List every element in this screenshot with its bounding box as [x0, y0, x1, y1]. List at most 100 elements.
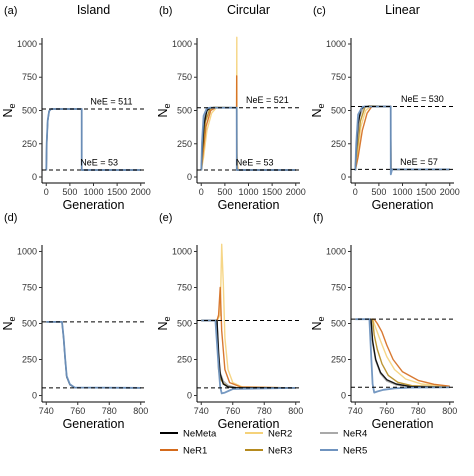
panel-b: (b) Circular 0 250 500 750 1000 0 500 1000 1500 200…	[156, 3, 306, 212]
nee-annotation: NeE = 511	[90, 97, 132, 107]
x-tick-label: 800	[288, 406, 303, 416]
legend-label: NeR1	[183, 446, 207, 457]
x-axis-title: Generation	[218, 198, 280, 212]
series-line-ner5	[355, 318, 450, 394]
y-tick-label: 1000	[172, 39, 192, 49]
y-tick-label: 500	[177, 319, 192, 329]
series-line-ner5	[46, 320, 141, 389]
y-tick-label: 250	[22, 139, 37, 149]
panel-f: (f) 0 250 500 750 1000 740 760 780 800 Generation N…	[310, 212, 457, 431]
x-tick-label: 0	[44, 187, 49, 197]
y-tick-label: 1000	[17, 246, 37, 256]
x-tick-label: 2000	[131, 187, 151, 197]
panel-c: (c) Linear 0 250 500 750 1000 0 500 1000 1500 2000 G…	[310, 3, 460, 212]
legend-label: NeR4	[343, 429, 367, 440]
x-tick-label: 740	[39, 406, 54, 416]
panel-e: (e) 0 250 500 750 1000 740 760 780 800 Generation N…	[156, 212, 303, 431]
x-tick-label: 1000	[392, 187, 412, 197]
series-line-ner5	[201, 319, 296, 395]
y-tick-label: 500	[331, 319, 346, 329]
y-axis-title: Ne	[156, 103, 172, 117]
x-tick-label: 800	[133, 406, 148, 416]
x-axis-title: Generation	[372, 198, 434, 212]
x-axis-title: Generation	[218, 417, 280, 431]
panel-tag: (d)	[4, 212, 17, 224]
x-axis-title: Generation	[372, 417, 434, 431]
nee-annotation: NeE = 521	[246, 95, 289, 105]
y-tick-label: 750	[177, 282, 192, 292]
series-line-nemeta	[355, 318, 450, 388]
y-tick-label: 750	[331, 282, 346, 292]
x-tick-label: 2000	[286, 187, 306, 197]
y-tick-label: 1000	[326, 246, 346, 256]
y-tick-label: 250	[177, 139, 192, 149]
series-group	[200, 36, 296, 171]
x-tick-label: 500	[217, 187, 232, 197]
panel-tag: (f)	[313, 212, 323, 224]
x-axis-title: Generation	[63, 417, 125, 431]
y-tick-label: 500	[22, 106, 37, 116]
x-tick-label: 1500	[416, 187, 436, 197]
x-tick-label: 740	[348, 406, 363, 416]
nee-annotation: NeE = 530	[401, 94, 444, 104]
legend-label: NeMeta	[183, 429, 217, 440]
panel-d: (d) 0 250 500 750 1000 740 760 780 800 Generation N…	[1, 212, 148, 431]
x-tick-label: 800	[442, 406, 457, 416]
y-tick-label: 500	[22, 319, 37, 329]
x-tick-label: 2000	[440, 187, 460, 197]
panel-tag: (b)	[159, 5, 172, 17]
legend-item-nemeta: NeMeta	[160, 429, 217, 440]
nee-annotation: NeE = 53	[80, 157, 118, 167]
series-line-ner5	[200, 106, 296, 171]
series-group	[355, 318, 450, 394]
x-tick-label: 780	[411, 406, 426, 416]
y-axis-title: Ne	[1, 103, 17, 117]
legend-item-ner4: NeR4	[320, 429, 367, 440]
legend-item-ner2: NeR2	[245, 429, 292, 440]
column-title: Island	[77, 3, 110, 17]
y-axis-title: Ne	[310, 103, 326, 117]
y-tick-label: 750	[177, 72, 192, 82]
y-axis-title: Ne	[156, 316, 172, 330]
legend-label: NeR2	[268, 429, 292, 440]
y-tick-label: 0	[341, 172, 346, 182]
y-tick-label: 0	[187, 391, 192, 401]
series-line-ner2	[201, 243, 296, 389]
series-line-ner1	[355, 318, 450, 387]
y-tick-label: 0	[341, 391, 346, 401]
legend-item-ner5: NeR5	[320, 446, 367, 457]
column-title: Circular	[227, 3, 270, 17]
x-tick-label: 780	[257, 406, 272, 416]
x-tick-label: 500	[371, 187, 386, 197]
y-tick-label: 0	[187, 172, 192, 182]
x-tick-label: 1500	[107, 187, 127, 197]
y-axis-title: Ne	[1, 316, 17, 330]
y-tick-label: 750	[22, 282, 37, 292]
x-tick-label: 760	[225, 406, 240, 416]
y-tick-label: 500	[177, 106, 192, 116]
x-tick-label: 760	[70, 406, 85, 416]
x-tick-label: 780	[102, 406, 117, 416]
y-tick-label: 750	[331, 72, 346, 82]
x-tick-label: 1000	[83, 187, 103, 197]
x-tick-label: 760	[379, 406, 394, 416]
x-tick-label: 0	[353, 187, 358, 197]
legend-label: NeR3	[268, 446, 292, 457]
series-line-ner1	[200, 75, 296, 171]
panel-tag: (a)	[4, 5, 17, 17]
legend-item-ner1: NeR1	[160, 446, 207, 457]
y-tick-label: 1000	[326, 39, 346, 49]
series-line-ner3	[355, 318, 450, 388]
y-axis-title: Ne	[310, 316, 326, 330]
x-tick-label: 500	[62, 187, 77, 197]
series-line-ner2	[355, 318, 450, 388]
y-tick-label: 500	[331, 106, 346, 116]
panel-a: (a) Island 0 250 500 750 1000 0 500 1000 1500 2000 G…	[1, 3, 151, 212]
series-line-ner1	[201, 286, 296, 389]
series-group	[46, 320, 141, 389]
panel-tag: (c)	[313, 5, 326, 17]
y-tick-label: 250	[331, 139, 346, 149]
y-tick-label: 1000	[17, 39, 37, 49]
nee-annotation: NeE = 53	[236, 157, 274, 167]
